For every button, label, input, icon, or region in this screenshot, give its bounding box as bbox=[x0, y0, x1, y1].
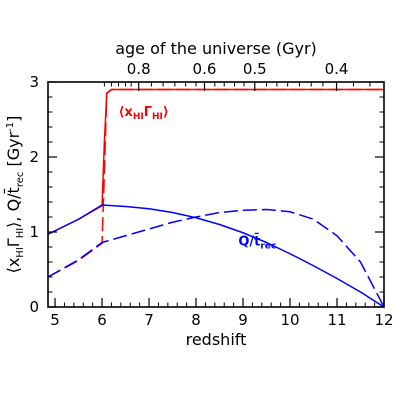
series-line bbox=[47, 88, 384, 278]
top-tick-label: 0.6 bbox=[193, 60, 217, 78]
top-tick-label: 0.5 bbox=[243, 60, 267, 78]
x-tick-label: 8 bbox=[191, 311, 201, 329]
red-curve-label: ⟨xHIΓHI⟩ bbox=[118, 105, 168, 122]
top-tick-label: 0.4 bbox=[325, 60, 349, 78]
y-tick-label: 1 bbox=[29, 223, 39, 241]
y-axis-label: ⟨xHIΓHI⟩, Q/t̄rec [Gyr-1] bbox=[4, 116, 26, 274]
y-tick-label: 0 bbox=[29, 298, 39, 316]
x-axis-label: redshift bbox=[186, 330, 247, 349]
series-line bbox=[47, 204, 385, 308]
y-tick-label: 2 bbox=[29, 148, 39, 166]
plot-frame bbox=[47, 81, 385, 308]
x-tick-label: 11 bbox=[327, 311, 346, 329]
top-axis-label: age of the universe (Gyr) bbox=[115, 39, 317, 58]
top-tick-label: 0.8 bbox=[127, 60, 151, 78]
series-layer bbox=[47, 88, 385, 308]
x-tick-label: 6 bbox=[97, 311, 107, 329]
x-tick-label: 9 bbox=[238, 311, 248, 329]
x-tick-label: 10 bbox=[280, 311, 299, 329]
x-tick-label: 7 bbox=[144, 311, 154, 329]
x-tick-label: 12 bbox=[374, 311, 393, 329]
x-tick-label: 5 bbox=[50, 311, 60, 329]
y-tick-label: 3 bbox=[29, 73, 39, 91]
blue-curve-label: Q/t̄rec bbox=[238, 233, 276, 251]
